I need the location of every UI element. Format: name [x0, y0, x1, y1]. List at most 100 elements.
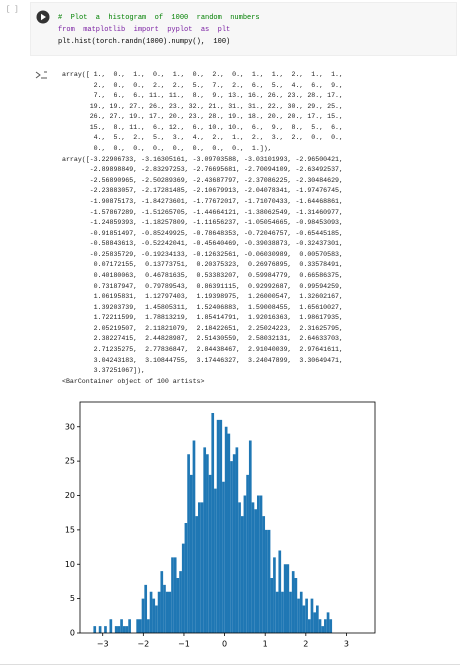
bar	[235, 447, 239, 633]
y-tick-label: 20	[65, 491, 75, 500]
bar	[259, 495, 263, 633]
bar	[289, 591, 292, 633]
output-line: -0.25835729, -0.19234133, -0.12632561, -…	[62, 250, 343, 258]
bar	[246, 474, 249, 633]
cell-indicator[interactable]: [ ]	[6, 6, 19, 14]
y-tick-label: 10	[65, 560, 75, 569]
bar	[329, 619, 333, 633]
bar	[219, 419, 223, 633]
output-line: array([ 1., 0., 1., 0., 1., 0., 2., 0., …	[62, 71, 343, 78]
bar	[238, 502, 241, 633]
bar	[200, 502, 204, 633]
output-line: 26., 27., 19., 17., 20., 23., 28., 19., …	[62, 113, 343, 121]
output-line: 2.71235275, 2.77836847, 2.84438467, 2.91…	[62, 346, 343, 354]
output-line: 15., 8., 11., 6., 12., 6., 10., 10., 6.,…	[62, 123, 343, 131]
bar	[168, 591, 172, 633]
x-tick-label: −2	[137, 640, 149, 649]
output-line: 3.04243183, 3.10844755, 3.17446327, 3.24…	[62, 356, 343, 364]
output-line: 2.05219507, 2.11821079, 2.18422651, 2.25…	[62, 324, 343, 332]
bar	[206, 454, 209, 633]
bar	[313, 612, 316, 633]
bar	[286, 564, 290, 633]
y-tick-label: 30	[65, 422, 75, 431]
histogram-chart: 0 5 10 15 20 25 30 −3 −2 −1 0 1 2 3	[65, 401, 376, 649]
bar	[262, 516, 266, 633]
bar	[294, 578, 298, 633]
bar	[93, 626, 97, 633]
bar	[192, 440, 196, 633]
bar	[302, 605, 306, 633]
bar	[275, 591, 279, 633]
x-tick-label: 0	[222, 640, 227, 649]
output-line: -2.56890965, -2.50289369, -2.43687797, -…	[62, 176, 343, 184]
bar	[152, 598, 156, 633]
bar	[227, 433, 231, 633]
output-line: -2.23883057, -2.17281485, -2.10679913, -…	[62, 187, 343, 195]
output-line: -0.91851497, -0.85249925, -0.78648353, -…	[62, 229, 343, 237]
bar	[291, 571, 295, 633]
bar	[216, 419, 220, 633]
output-line: 0.73187947, 0.79789543, 0.86391115, 0.92…	[62, 282, 343, 290]
bar	[195, 516, 198, 633]
code-line: plt.hist(torch.randn(1000).numpy(), 100)	[58, 38, 231, 46]
bar	[232, 454, 236, 633]
bar	[160, 571, 164, 633]
output-line: <BarContainer object of 100 artists>	[62, 377, 205, 385]
bar	[208, 474, 212, 633]
bar	[144, 584, 148, 633]
bar	[310, 598, 314, 633]
bar	[109, 619, 113, 633]
y-tick-label: 5	[70, 594, 75, 603]
output-line: 2.38227415, 2.44828987, 2.51430559, 2.58…	[62, 335, 343, 343]
output-line: 0.40180063, 0.46781635, 0.53383207, 0.59…	[62, 271, 343, 279]
output-icon[interactable]	[35, 70, 49, 80]
bar	[179, 571, 182, 633]
bar	[189, 474, 193, 633]
bar	[125, 626, 129, 633]
output-line: -0.58843613, -0.52242041, -0.45640469, -…	[62, 240, 343, 248]
bar	[211, 413, 215, 633]
bar	[171, 557, 174, 633]
bar	[173, 557, 177, 633]
output-line: array([-3.22906733, -3.16305161, -3.0970…	[62, 155, 343, 163]
bar	[157, 591, 161, 633]
run-button[interactable]	[36, 10, 50, 24]
bar	[230, 461, 233, 633]
bar	[214, 488, 217, 633]
bar	[149, 591, 153, 633]
bar	[243, 495, 247, 633]
output-line: -1.24859393, -1.18257809, -1.11656237, -…	[62, 219, 343, 227]
output-line: -1.57867289, -1.51265705, -1.44664121, -…	[62, 208, 343, 216]
divider	[0, 664, 460, 665]
bar	[278, 550, 282, 633]
bar	[138, 619, 142, 633]
bar	[248, 440, 252, 633]
bar	[222, 481, 225, 633]
bar	[163, 584, 166, 633]
output-line: 7., 6., 6., 11., 11., 8., 9., 13., 16., …	[62, 92, 343, 100]
bar	[307, 619, 311, 633]
code-line: from matplotlib import pyplot as plt	[58, 26, 231, 34]
output-line: 0., 0., 0., 0., 0., 0., 0., 0., 1.]),	[62, 145, 272, 153]
bar	[165, 591, 169, 633]
bar	[273, 557, 276, 633]
bar	[254, 509, 257, 633]
bar	[147, 619, 150, 633]
bar	[98, 626, 102, 633]
output-line: 0.07172155, 0.13773751, 0.20375323, 0.26…	[62, 261, 343, 269]
axes-frame	[79, 401, 376, 634]
bar	[203, 447, 207, 633]
bar	[184, 523, 188, 633]
output-line: 2., 0., 0., 2., 2., 5., 7., 2., 6., 5., …	[62, 81, 343, 89]
bar	[283, 564, 287, 633]
bar	[176, 578, 180, 633]
bar	[297, 598, 300, 633]
code: # Plot a histogram of 1000 random number…	[58, 12, 260, 48]
bar	[267, 529, 271, 633]
bar	[136, 619, 139, 633]
bar	[321, 626, 325, 633]
bar	[251, 502, 255, 633]
bar	[181, 543, 185, 633]
